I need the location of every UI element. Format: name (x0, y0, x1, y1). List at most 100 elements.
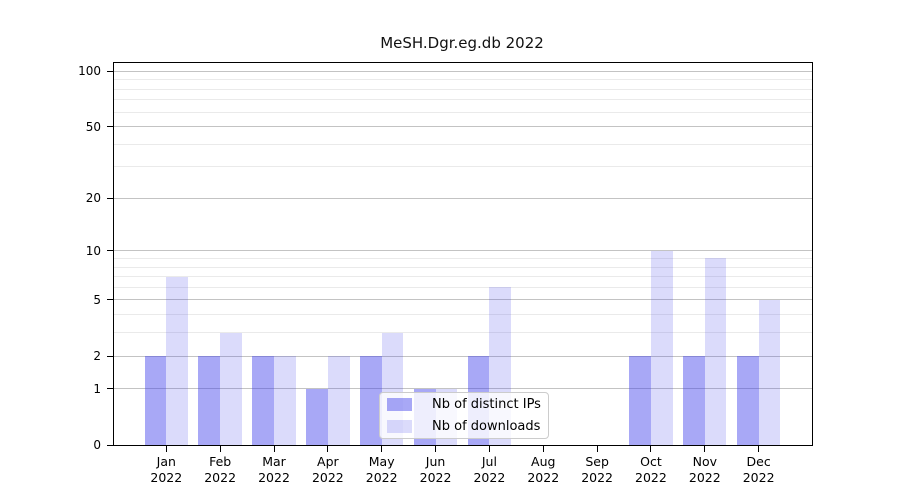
bar (736, 356, 759, 445)
x-tick-month: Nov (692, 454, 717, 469)
y-tick-mark (107, 444, 114, 446)
x-tick-year: 2022 (258, 470, 290, 485)
legend-swatch-distinct-ips (387, 398, 412, 411)
bar (306, 388, 328, 445)
y-tick-mark (107, 299, 114, 301)
x-tick-year: 2022 (635, 470, 667, 485)
x-tick-month: Dec (746, 454, 771, 469)
gridline-minor (114, 143, 812, 145)
x-tick-mark (542, 446, 544, 452)
gridline-major (114, 250, 812, 252)
gridline-major (114, 70, 812, 72)
gridline-minor (114, 266, 812, 268)
bar (198, 356, 221, 445)
y-tick-label: 10 (85, 243, 101, 258)
gridline-minor (114, 166, 812, 168)
gridline-major (114, 388, 812, 390)
bar (704, 258, 727, 445)
x-tick-month: Mar (262, 454, 286, 469)
legend-label: Nb of downloads (432, 419, 541, 434)
y-tick-label: 2 (93, 349, 101, 363)
y-tick-mark (107, 355, 114, 357)
y-tick-label: 50 (85, 119, 101, 134)
x-tick-mark (758, 446, 760, 452)
gridline-minor (114, 99, 812, 101)
x-tick-month: Jul (481, 454, 497, 469)
bar (360, 356, 382, 445)
x-tick-mark (596, 446, 598, 452)
gridline-minor (114, 286, 812, 288)
legend-label: Nb of distinct IPs (432, 397, 541, 412)
gridline-minor (114, 88, 812, 90)
x-tick-year: 2022 (150, 470, 183, 485)
x-tick-year: 2022 (204, 470, 237, 485)
gridline-minor (114, 79, 812, 81)
bar (166, 276, 188, 445)
x-tick-year: 2022 (473, 470, 506, 485)
x-tick-mark (381, 446, 383, 452)
x-tick-mark (273, 446, 275, 452)
gridline-minor (114, 276, 812, 278)
gridline-major (114, 355, 812, 357)
x-tick-mark (435, 446, 437, 452)
y-tick-mark (107, 126, 114, 127)
gridline-minor (114, 314, 812, 316)
legend-swatch-downloads (387, 420, 412, 433)
x-tick-mark (704, 446, 706, 452)
x-tick-label: Jan 2022 (134, 454, 198, 486)
y-tick-label: 20 (85, 191, 101, 206)
x-tick-label: Feb 2022 (188, 454, 252, 486)
x-tick-year: 2022 (688, 470, 721, 485)
gridline-major (114, 126, 812, 127)
x-tick-label: Sep 2022 (565, 454, 629, 486)
bar (758, 299, 781, 445)
y-tick-mark (107, 250, 114, 252)
x-tick-year: 2022 (419, 470, 452, 485)
bar (252, 356, 274, 445)
gridline-major (114, 197, 812, 199)
x-tick-month: May (368, 454, 395, 469)
y-tick-label: 5 (93, 292, 101, 307)
x-tick-mark (327, 446, 329, 452)
x-tick-year: 2022 (742, 470, 775, 485)
gridline-minor (114, 257, 812, 259)
x-tick-year: 2022 (581, 470, 613, 485)
y-tick-label: 0 (93, 438, 101, 452)
x-tick-label: Oct 2022 (619, 454, 683, 486)
bar (650, 250, 673, 445)
x-tick-label: May 2022 (350, 454, 414, 486)
plot-area: 0 1 2 5 10 20 50 100 Jan 2022 Feb 2022 Mar 2022 Apr 202… (78, 62, 813, 485)
chart-title: MeSH.Dgr.eg.db 2022 (380, 34, 544, 52)
x-tick-mark (488, 446, 490, 452)
x-tick-label: Aug 2022 (511, 454, 575, 486)
x-tick-label: Mar 2022 (242, 454, 306, 486)
bar (629, 356, 651, 445)
x-tick-label: Jun 2022 (404, 454, 468, 486)
gridline-minor (114, 332, 812, 334)
bar (144, 356, 167, 445)
x-tick-month: Jan (156, 454, 176, 469)
x-tick-month: Oct (640, 454, 662, 469)
y-tick-mark (107, 197, 114, 199)
y-tick-label: 100 (78, 64, 101, 79)
x-tick-month: Feb (209, 454, 232, 469)
gridline-major (114, 299, 812, 301)
x-tick-label: Dec 2022 (727, 454, 791, 486)
x-tick-mark (650, 446, 652, 452)
bar (683, 356, 705, 445)
x-tick-label: Apr 2022 (296, 454, 360, 486)
legend: Nb of distinct IPs Nb of downloads (379, 392, 549, 439)
legend-row: Nb of downloads (387, 417, 548, 436)
y-tick-mark (107, 70, 114, 72)
x-tick-month: Jun (425, 454, 446, 469)
x-tick-month: Aug (531, 454, 556, 469)
x-tick-year: 2022 (527, 470, 560, 485)
x-tick-label: Jul 2022 (457, 454, 521, 486)
bar (220, 332, 242, 445)
y-tick-label: 1 (93, 381, 101, 396)
x-tick-year: 2022 (311, 470, 344, 485)
x-tick-mark (219, 446, 221, 452)
y-tick-mark (107, 388, 114, 390)
x-tick-mark (165, 446, 167, 452)
